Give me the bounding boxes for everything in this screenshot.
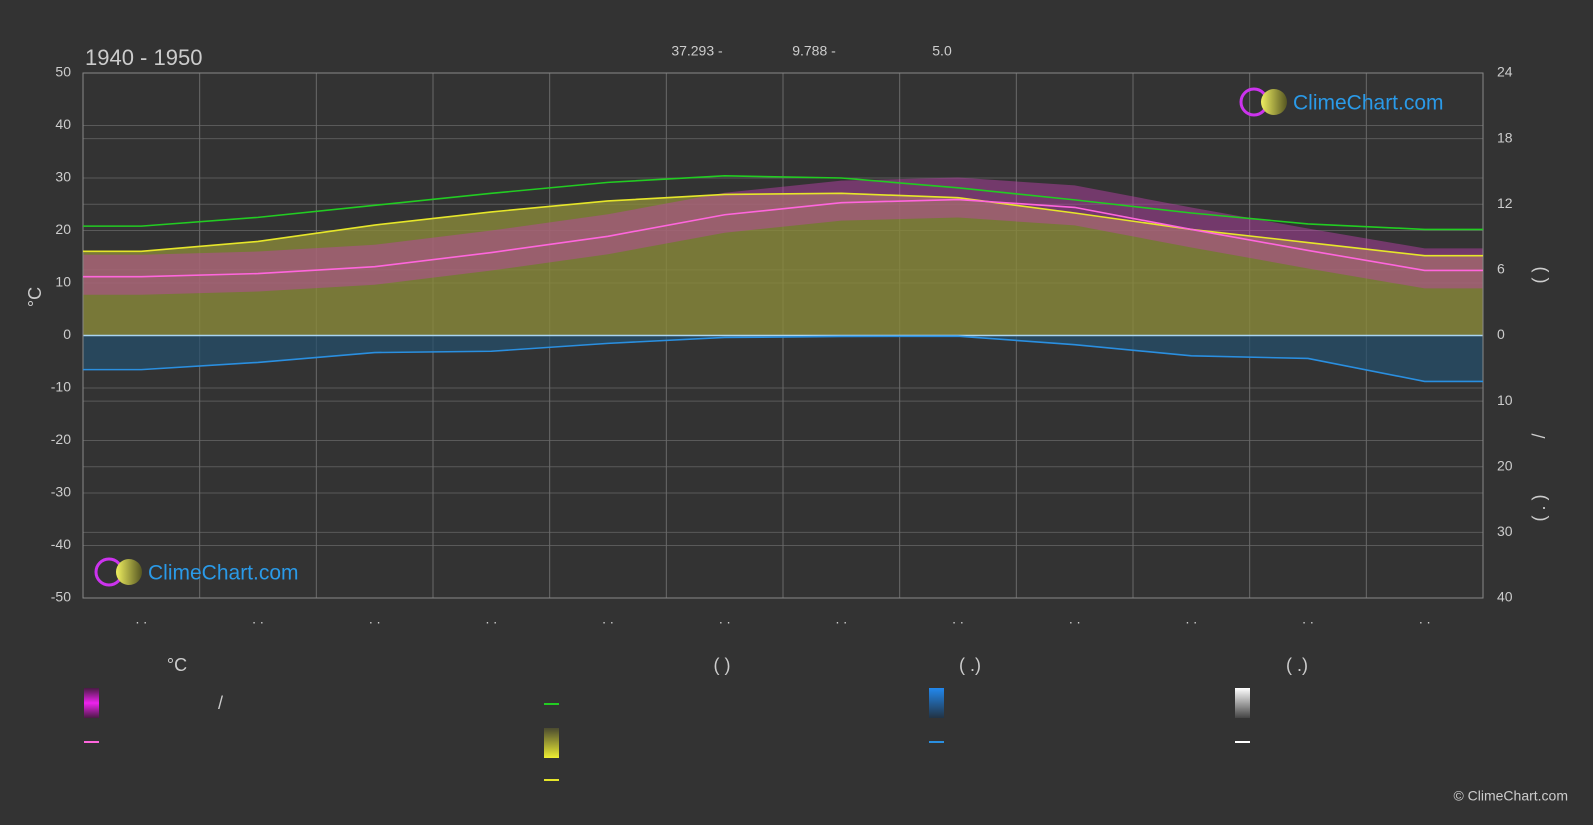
y-tick-label: 20 bbox=[55, 221, 71, 237]
x-tick-label: . . bbox=[135, 611, 147, 627]
x-tick-label: . . bbox=[835, 611, 847, 627]
logo-text: ClimeChart.com bbox=[1293, 92, 1444, 115]
y-tick-label: -30 bbox=[51, 484, 71, 500]
y-axis-label: °C bbox=[25, 287, 45, 307]
x-tick-label: . . bbox=[952, 611, 964, 627]
precipitation-area bbox=[83, 335, 1483, 382]
x-tick-label: . . bbox=[485, 611, 497, 627]
series-line bbox=[83, 175, 1483, 231]
logo-text: ClimeChart.com bbox=[148, 562, 299, 585]
y-tick-label: 40 bbox=[55, 116, 71, 132]
legend-swatch bbox=[544, 728, 559, 758]
y-tick-label: 30 bbox=[55, 169, 71, 185]
y3-axis-label: ( . ) bbox=[1529, 495, 1549, 522]
legend-header: °C bbox=[167, 655, 187, 675]
legend-swatch bbox=[1235, 688, 1250, 718]
x-tick-label: . . bbox=[602, 611, 614, 627]
y-tick-label: 10 bbox=[55, 274, 71, 290]
y3-tick-label: 30 bbox=[1497, 523, 1513, 539]
y2-tick-label: 0 bbox=[1497, 326, 1505, 342]
series-line bbox=[83, 335, 1483, 383]
logo: ClimeChart.com bbox=[94, 557, 299, 587]
y2-tick-label: 24 bbox=[1497, 64, 1513, 80]
x-tick-label: . . bbox=[1302, 611, 1314, 627]
y-tick-label: -40 bbox=[51, 536, 71, 552]
x-tick-label: . . bbox=[719, 611, 731, 627]
legend-text: / bbox=[218, 693, 223, 713]
y2-tick-label: 6 bbox=[1497, 261, 1505, 277]
y-tick-label: -50 bbox=[51, 589, 71, 605]
y-tick-label: 0 bbox=[63, 326, 71, 342]
y3-tick-label: 40 bbox=[1497, 589, 1513, 605]
y-tick-label: -10 bbox=[51, 379, 71, 395]
legend-header: ( ) bbox=[714, 655, 731, 675]
plot-frame bbox=[82, 72, 1484, 599]
y2-tick-label: 18 bbox=[1497, 129, 1513, 145]
x-tick-label: . . bbox=[369, 611, 381, 627]
stat: 5.0 bbox=[932, 43, 952, 59]
y2-tick-label: 12 bbox=[1497, 195, 1513, 211]
legend-header: ( .) bbox=[959, 655, 981, 675]
legend-swatch bbox=[929, 688, 944, 718]
series-line bbox=[83, 198, 1483, 278]
y-tick-label: 50 bbox=[55, 64, 71, 80]
x-tick-label: . . bbox=[252, 611, 264, 627]
y2-axis-label: ( ) bbox=[1529, 267, 1549, 284]
y2-axis-label: / bbox=[1529, 433, 1549, 438]
sunshine-area bbox=[83, 193, 1483, 336]
x-tick-label: . . bbox=[1185, 611, 1197, 627]
stat: 9.788 - bbox=[792, 43, 836, 59]
x-tick-label: . . bbox=[1419, 611, 1431, 627]
chart-title: 1940 - 1950 bbox=[85, 45, 202, 70]
logo: ClimeChart.com bbox=[1239, 87, 1444, 117]
y3-tick-label: 20 bbox=[1497, 457, 1513, 473]
x-tick-label: . . bbox=[1069, 611, 1081, 627]
y-tick-label: -20 bbox=[51, 431, 71, 447]
legend-swatch bbox=[84, 688, 99, 718]
series-line bbox=[83, 192, 1483, 257]
plot-area: -50 -40 -30 -20 -10 0 10 20 30 40 50 0 6 12 18 24 10 20 30… bbox=[51, 64, 1513, 627]
stat: 37.293 - bbox=[671, 43, 723, 59]
y3-tick-label: 10 bbox=[1497, 392, 1513, 408]
legend-header: ( .) bbox=[1286, 655, 1308, 675]
copyright: © ClimeChart.com bbox=[1453, 788, 1568, 804]
